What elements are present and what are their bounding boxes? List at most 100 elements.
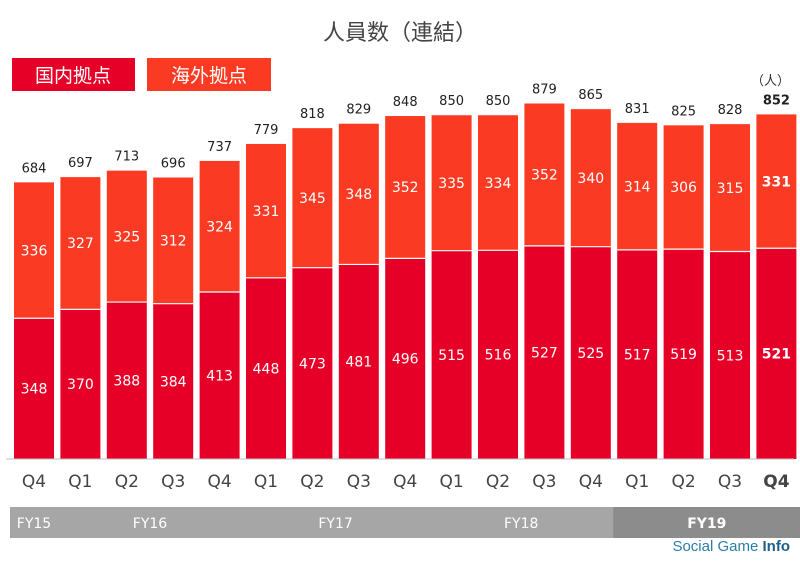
bar-domestic	[756, 248, 797, 459]
data-label-domestic: 370	[67, 377, 94, 393]
bar-overseas	[478, 115, 518, 251]
data-label-overseas: 306	[670, 180, 697, 196]
bar-overseas	[756, 114, 797, 249]
data-label-total: 696	[161, 157, 186, 172]
fiscal-year-label: FY15	[17, 516, 51, 532]
bar-domestic	[617, 249, 658, 459]
fiscal-year-band	[56, 507, 244, 538]
bar-overseas	[524, 103, 565, 246]
data-label-total: 848	[393, 95, 418, 110]
data-label-domestic: 516	[485, 348, 512, 364]
x-ticks-group: Q4 Q1 Q2 Q3 Q4 Q1 Q2 Q3 Q4 Q1 Q2 Q3 Q4 Q1 Q2 Q3 Q4	[22, 472, 790, 492]
data-label-overseas: 348	[345, 187, 372, 203]
bar-domestic	[153, 303, 194, 459]
x-tick-label: Q4	[579, 472, 603, 492]
bar-domestic	[663, 249, 704, 459]
bar-overseas	[663, 125, 704, 250]
x-tick-label: Q1	[254, 472, 278, 492]
x-tick-label: Q2	[671, 472, 695, 492]
data-label-overseas: 325	[113, 229, 140, 245]
x-tick-label: Q2	[300, 472, 324, 492]
data-label-overseas: 327	[67, 236, 94, 252]
data-label-total: 831	[625, 102, 650, 117]
x-tick-label: Q2	[486, 472, 510, 492]
fiscal-year-band	[242, 507, 430, 538]
data-label-overseas: 352	[392, 180, 419, 196]
data-label-overseas: 336	[21, 243, 48, 259]
bar-domestic	[106, 302, 147, 459]
legend-swatch-domestic	[12, 58, 135, 91]
bar-overseas	[199, 160, 240, 292]
data-label-domestic: 521	[762, 347, 791, 363]
data-label-domestic: 413	[206, 368, 233, 384]
data-label-total: 850	[486, 94, 511, 109]
data-label-total: 865	[578, 88, 603, 103]
data-label-total: 818	[300, 107, 325, 122]
data-label-domestic: 448	[253, 361, 280, 377]
bar-overseas	[385, 116, 426, 259]
x-tick-label: Q3	[718, 472, 742, 492]
data-label-total: 879	[532, 82, 557, 97]
x-tick-label: Q2	[115, 472, 139, 492]
bar-overseas	[153, 177, 194, 304]
bar-overseas	[106, 170, 147, 303]
bar-overseas	[14, 182, 54, 319]
x-tick-label: Q4	[207, 472, 231, 492]
bar-domestic	[292, 267, 333, 459]
data-label-overseas: 324	[206, 219, 233, 235]
data-label-domestic: 519	[670, 347, 697, 363]
data-label-overseas: 352	[531, 168, 558, 184]
bar-overseas	[570, 109, 611, 247]
bars-group: 348 336 684 370 327 697 388 325 713 384 312 696 413 3…	[14, 82, 797, 459]
x-tick-label: Q4	[393, 472, 417, 492]
data-label-total: 829	[346, 103, 371, 118]
data-label-domestic: 388	[113, 374, 140, 390]
fiscal-year-band	[427, 507, 615, 538]
bar-overseas	[246, 143, 286, 278]
data-label-domestic: 515	[438, 348, 465, 364]
watermark-prefix: Social Game	[672, 538, 763, 555]
data-label-domestic: 527	[531, 345, 558, 361]
data-label-domestic: 525	[577, 346, 604, 362]
data-label-overseas: 334	[485, 176, 512, 192]
watermark: Social Game Info	[672, 538, 790, 555]
data-label-total: 828	[718, 103, 743, 118]
fiscal-year-label: FY19	[687, 516, 726, 532]
data-label-total: 737	[207, 140, 232, 155]
x-tick-label: Q3	[347, 472, 371, 492]
bar-domestic	[710, 251, 750, 459]
bar-domestic	[338, 264, 379, 459]
data-label-total: 850	[439, 94, 464, 109]
data-label-overseas: 345	[299, 191, 326, 207]
x-tick-label: Q1	[68, 472, 92, 492]
data-label-overseas: 331	[253, 204, 280, 220]
legend-label-overseas: 海外拠点	[171, 65, 247, 87]
bar-domestic	[570, 246, 611, 459]
data-label-overseas: 315	[717, 181, 744, 197]
data-label-domestic: 348	[21, 382, 48, 398]
fiscal-year-band-group: FY15 FY16 FY17 FY18 FY19	[10, 507, 800, 538]
fiscal-year-band	[613, 507, 800, 538]
fiscal-year-label: FY17	[318, 516, 352, 532]
data-label-total: 684	[22, 161, 47, 176]
data-label-overseas: 331	[762, 174, 791, 190]
legend: 国内拠点 海外拠点	[12, 58, 271, 91]
bar-domestic	[14, 318, 54, 459]
x-tick-label: Q1	[625, 472, 649, 492]
data-label-overseas: 314	[624, 179, 651, 195]
data-label-total: 779	[254, 123, 279, 138]
x-tick-label: Q1	[439, 472, 463, 492]
bar-overseas	[338, 123, 379, 265]
bar-domestic	[199, 291, 240, 459]
data-label-domestic: 384	[160, 374, 187, 390]
bar-domestic	[60, 309, 101, 459]
data-label-overseas: 340	[577, 171, 604, 187]
bar-domestic	[524, 245, 565, 459]
data-label-domestic: 513	[717, 348, 744, 364]
bar-overseas	[617, 122, 658, 250]
fiscal-year-label: FY18	[504, 516, 538, 532]
data-label-overseas: 312	[160, 234, 187, 250]
data-label-domestic: 517	[624, 347, 651, 363]
bar-overseas	[292, 128, 333, 268]
